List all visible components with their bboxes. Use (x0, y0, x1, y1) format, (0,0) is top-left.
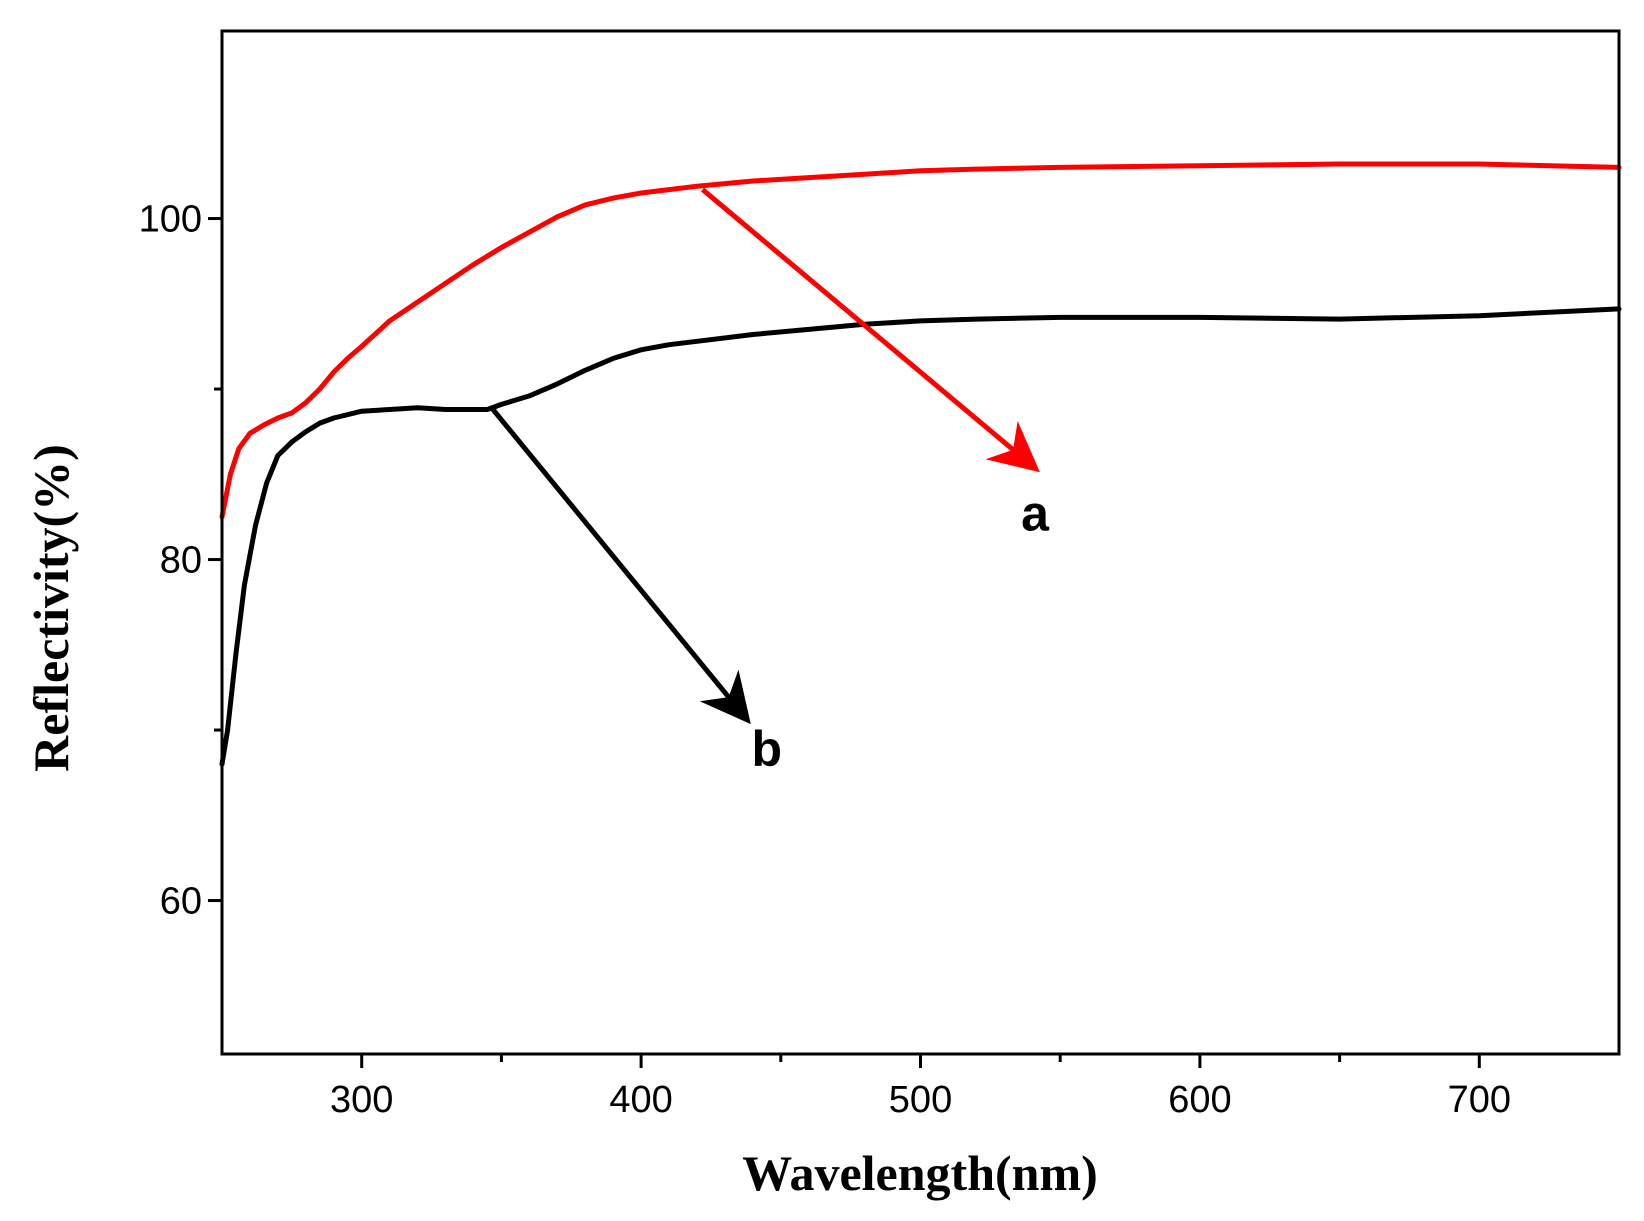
y-tick-label: 60 (160, 881, 202, 923)
x-tick-label: 400 (609, 1079, 672, 1121)
series-line-b (219, 306, 1622, 767)
annotation-label-b: b (752, 721, 783, 777)
x-tick-label: 300 (330, 1079, 393, 1121)
annotation-arrow-b (491, 407, 751, 725)
plot-frame (220, 29, 1621, 1056)
x-tick-label: 700 (1448, 1079, 1511, 1121)
x-tick-label: 600 (1168, 1079, 1231, 1121)
y-tick-label: 100 (139, 199, 202, 241)
y-tick-label: 80 (160, 540, 202, 582)
x-axis-title: Wavelength(nm) (742, 1145, 1098, 1201)
x-tick-label: 500 (889, 1079, 952, 1121)
annotation-label-a: a (1021, 486, 1050, 542)
y-axis-title: Reflectivity(%) (23, 444, 79, 772)
annotation-arrow-a (700, 187, 1040, 473)
series-line-a (219, 161, 1622, 520)
